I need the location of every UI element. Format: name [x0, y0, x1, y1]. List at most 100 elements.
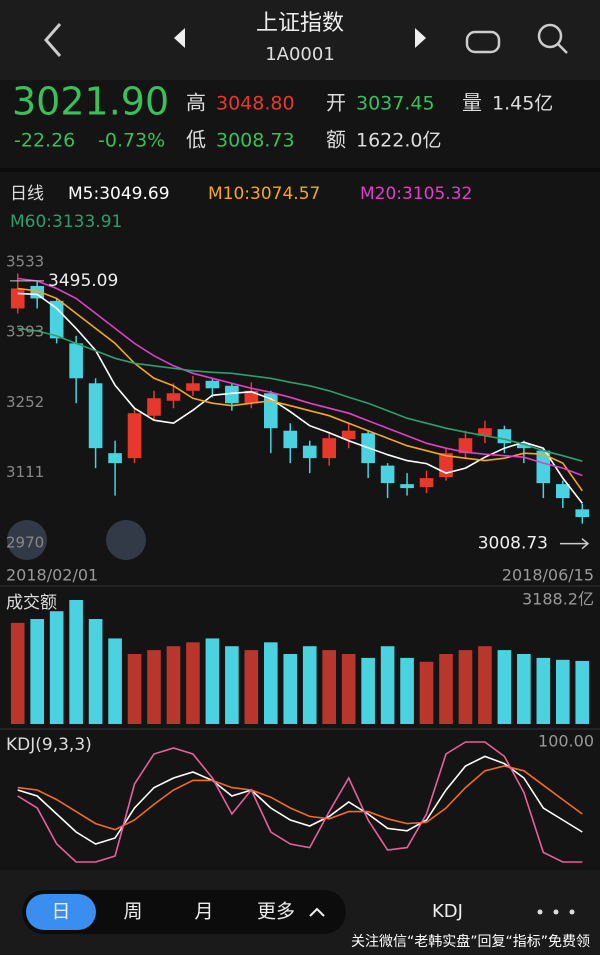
price: 3021.90: [12, 80, 169, 124]
fullscreen-button[interactable]: [106, 520, 146, 560]
volume-bar: [88, 618, 103, 724]
tab-selected[interactable]: [26, 894, 96, 930]
value: 3008.73: [216, 130, 295, 152]
volume-bar: [341, 653, 356, 724]
volume-bar: [517, 653, 531, 724]
divider: [0, 168, 600, 172]
volume-bar: [536, 657, 551, 724]
volume-bar: [419, 661, 434, 724]
volume-bar: [302, 646, 317, 724]
volume-bar: [575, 660, 590, 724]
search-icon[interactable]: [537, 23, 563, 49]
value: 3037.45: [356, 93, 435, 115]
watermark: 关注微信“老韩实盘”回复“指标”免费领: [351, 933, 590, 950]
search-handle: [557, 43, 568, 54]
title: 上证指数: [256, 11, 344, 36]
expand-button[interactable]: [7, 520, 47, 560]
volume-bar: [458, 650, 473, 724]
ma-legend: M60:3133.91: [10, 212, 122, 232]
candle-body: [88, 383, 103, 449]
volume-bar: [10, 622, 25, 724]
volume-bar: [478, 646, 492, 724]
volume-bar: [283, 653, 298, 724]
ma-period: 日线: [10, 184, 44, 204]
volume-bar: [555, 659, 570, 724]
candle-body: [166, 393, 181, 401]
volume-bar: [30, 618, 45, 724]
candle-body: [400, 484, 414, 489]
caret: [309, 907, 325, 917]
x-tick-label: 2018/06/15: [502, 566, 594, 585]
volume-bar: [127, 653, 142, 724]
y-tick-label: 100.00: [538, 732, 594, 751]
tab[interactable]: 日: [51, 901, 70, 923]
indicator[interactable]: KDJ: [432, 901, 463, 922]
candle-body: [49, 300, 64, 339]
robot-icon[interactable]: [465, 30, 501, 54]
candle-body: [575, 509, 590, 518]
candle-body: [478, 428, 492, 436]
candle-body: [244, 390, 259, 404]
volume-bar: [69, 600, 83, 724]
candle-body: [147, 398, 161, 416]
label: 量: [462, 91, 482, 115]
volume-bar: [263, 642, 278, 724]
ma-legend: M20:3105.32: [360, 184, 472, 204]
line: [17, 755, 583, 845]
volume-bar: [244, 650, 259, 724]
tab[interactable]: 更多: [257, 901, 295, 923]
candle-body: [205, 380, 220, 389]
annotation-arrow: [560, 538, 590, 550]
next-button[interactable]: [415, 28, 426, 48]
line: [17, 287, 583, 492]
y-tick-label: 2970: [6, 534, 44, 552]
volume-bar: [108, 638, 122, 724]
volume-bar: [166, 646, 181, 724]
line: [17, 765, 583, 831]
tab[interactable]: 月: [194, 901, 213, 923]
candle-body: [225, 385, 239, 404]
line: [17, 277, 583, 477]
candle-body: [30, 285, 45, 299]
candle-body: [458, 438, 473, 454]
ma-legend: M5:3049.69: [68, 184, 170, 204]
label: 额: [326, 128, 346, 152]
candle-body: [69, 343, 83, 379]
more-dot: [569, 909, 575, 915]
candle-body: [127, 413, 142, 459]
volume-bar: [400, 657, 414, 724]
y-tick-label: 3111: [6, 463, 44, 481]
tab[interactable]: 周: [123, 901, 142, 923]
y-tick-label: 3393: [6, 322, 44, 340]
volume-bar: [49, 611, 64, 724]
value: 3048.80: [216, 93, 295, 115]
more-dot: [553, 909, 559, 915]
candle-body: [419, 478, 434, 488]
value: 1.45亿: [492, 93, 553, 115]
candle-body: [10, 288, 25, 309]
volume-bar: [361, 657, 375, 724]
x-tick-label: 2018/02/01: [6, 566, 98, 585]
y-tick-label: 3533: [6, 253, 44, 271]
volume-bar: [186, 642, 200, 724]
pct: -0.73%: [98, 130, 165, 152]
chart-title: KDJ(9,3,3): [6, 735, 92, 755]
prev-button[interactable]: [174, 28, 185, 48]
y-tick-label: 3188.2亿: [522, 590, 594, 609]
volume-bar: [225, 646, 239, 724]
line: [17, 741, 583, 863]
candle-body: [108, 453, 122, 464]
back-button[interactable]: [44, 23, 62, 57]
ma-legend: M10:3074.57: [208, 184, 320, 204]
volume-bar: [439, 653, 453, 724]
candle-body: [186, 383, 200, 391]
candle-body: [283, 430, 298, 449]
value: 1622.0亿: [356, 130, 441, 152]
volume-bar: [497, 650, 512, 724]
candle-body: [536, 450, 551, 484]
volume-bar: [147, 650, 161, 724]
